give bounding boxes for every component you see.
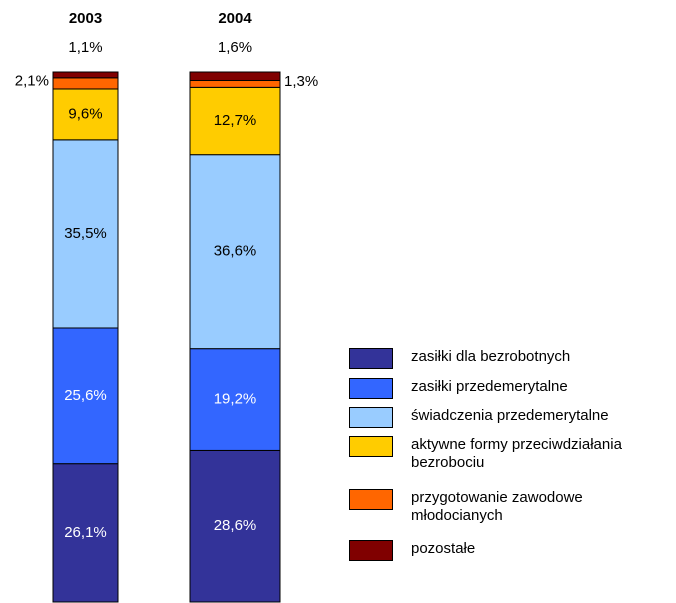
- data-label: 12,7%: [214, 112, 257, 129]
- data-label: 26,1%: [64, 524, 107, 541]
- legend-item: aktywne formy przeciwdziałania bezroboci…: [349, 436, 669, 472]
- data-label: 1,6%: [218, 39, 252, 56]
- legend-label: zasiłki przedemerytalne: [411, 378, 568, 395]
- category-label: 2003: [69, 10, 102, 27]
- legend-item: zasiłki przedemerytalne: [349, 378, 669, 399]
- legend-label: pozostałe: [411, 540, 476, 557]
- legend-swatch: [349, 540, 393, 561]
- legend-label: świadczenia przedemerytalne: [411, 407, 609, 424]
- bar-segment: [52, 77, 119, 90]
- bar-segment: [189, 71, 281, 81]
- legend-item: przygotowanie zawodowe młodocianych: [349, 489, 669, 525]
- bar-segment: [189, 348, 281, 451]
- bar-segment: [52, 327, 119, 465]
- category-label: 2004: [218, 10, 252, 27]
- legend-item: świadczenia przedemerytalne: [349, 407, 669, 428]
- legend-swatch: [349, 348, 393, 369]
- data-label: 1,3%: [284, 73, 318, 90]
- bar-segment: [189, 79, 281, 88]
- legend-item: zasiłki dla bezrobotnych: [349, 348, 669, 369]
- legend-label: przygotowanie zawodowe młodocianych: [411, 489, 583, 524]
- data-label: 28,6%: [214, 517, 257, 534]
- legend-item: pozostałe: [349, 540, 669, 561]
- bar-segment: [189, 86, 281, 156]
- legend-swatch: [349, 436, 393, 457]
- data-label: 9,6%: [68, 105, 102, 122]
- bar-segment: [52, 88, 119, 141]
- legend-swatch: [349, 489, 393, 510]
- legend-swatch: [349, 407, 393, 428]
- bar-segment: [52, 463, 119, 603]
- legend-label: zasiłki dla bezrobotnych: [411, 348, 571, 365]
- data-label: 35,5%: [64, 225, 107, 242]
- data-label: 2,1%: [15, 72, 49, 89]
- bar-segment: [52, 71, 119, 79]
- data-label: 36,6%: [214, 243, 257, 260]
- data-label: 19,2%: [214, 391, 257, 408]
- bar-segment: [189, 154, 281, 350]
- data-label: 1,1%: [68, 39, 102, 56]
- data-label: 25,6%: [64, 387, 107, 404]
- legend-swatch: [349, 378, 393, 399]
- legend-label: aktywne formy przeciwdziałania bezroboci…: [411, 436, 622, 471]
